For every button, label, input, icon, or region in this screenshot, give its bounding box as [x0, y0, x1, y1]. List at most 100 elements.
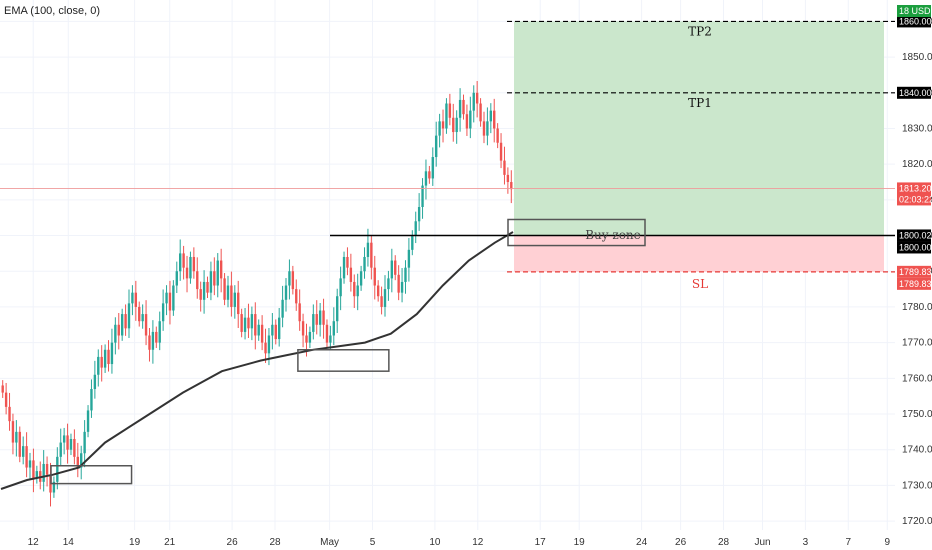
candle-body [138, 306, 141, 322]
candle-body [83, 431, 86, 454]
candle-body [131, 292, 134, 304]
price-axis[interactable]: 1720.000 1730.000 1740.000 1750.000 1760.000… [897, 5, 932, 527]
candle-body [216, 260, 219, 286]
candle-body [486, 121, 489, 136]
time-tick-label: 14 [63, 537, 75, 548]
candle-body [407, 249, 411, 268]
candle-body [404, 267, 407, 282]
sl-price-tag-2: 1789.833 [899, 279, 932, 289]
candle-body [312, 314, 315, 332]
candle-body [277, 317, 281, 340]
candle-body [452, 117, 455, 133]
candle-body [1, 385, 4, 393]
time-tick-label: 24 [636, 537, 648, 548]
candle-body [219, 260, 223, 279]
buy-zone-label: Buy zone [585, 228, 641, 242]
consolidation-box [50, 465, 133, 485]
price-tick-label: 1820.000 [902, 159, 932, 170]
candle-body [308, 331, 312, 343]
candle-body [199, 289, 202, 300]
candle-body [59, 442, 62, 457]
candle-body [182, 253, 185, 268]
time-tick-label: 26 [675, 537, 687, 548]
candle-body [8, 406, 11, 422]
candle-body [298, 303, 301, 322]
candle-body [458, 99, 462, 118]
candle-body [213, 271, 216, 286]
candle-body [18, 431, 21, 457]
candle-body [257, 324, 260, 336]
time-tick-label: Jun [754, 537, 770, 548]
time-tick-label: 7 [846, 537, 852, 548]
candle-body [428, 171, 431, 179]
candle-body [376, 285, 380, 297]
candle-body [66, 435, 69, 450]
candle-body [86, 410, 90, 432]
candle-body [417, 207, 421, 222]
time-tick-label: 12 [472, 537, 484, 548]
candle-body [295, 289, 298, 304]
candle-body [32, 460, 35, 479]
candle-body [383, 289, 387, 307]
candle-body [445, 103, 448, 129]
candle-body [25, 446, 28, 468]
tp2-price-tag: 1860.000 [899, 16, 932, 26]
ema-series-line [0, 231, 514, 490]
candle-body [496, 128, 499, 143]
candle-body [489, 110, 493, 122]
candle-body [260, 324, 264, 343]
candle-body [175, 271, 178, 286]
candle-body [359, 271, 363, 286]
tp1-label: TP1 [688, 96, 712, 110]
candle-body [230, 285, 233, 307]
price-tick-label: 1770.000 [902, 338, 932, 349]
candle-body [185, 267, 189, 279]
sl-zone [514, 235, 884, 272]
time-tick-label: 5 [370, 537, 376, 548]
candle-body [97, 356, 100, 375]
candle-body [291, 271, 295, 290]
candle-body [499, 142, 503, 161]
candle-body [196, 271, 199, 290]
ema-line [0, 231, 514, 490]
time-tick-label: 3 [803, 537, 809, 548]
candle-body [479, 103, 482, 122]
countdown-tag-bg [897, 193, 931, 206]
buy-price-tag-bg [897, 241, 931, 254]
time-tick-label: 28 [718, 537, 730, 548]
zones [514, 21, 884, 272]
candle-body [192, 256, 196, 272]
time-axis[interactable]: 12 14 19 21 26 28 May 5 10 12 17 19 24 26 28 Jun 3 7 9 [28, 537, 891, 548]
candle-body [165, 292, 168, 304]
candle-body [503, 160, 506, 175]
candle-body [411, 235, 414, 250]
time-tick-label: May [320, 537, 339, 548]
candle-body [346, 256, 349, 268]
entry-price-tag-bg [897, 229, 931, 242]
candle-body [274, 324, 277, 340]
candle-body [431, 157, 434, 179]
candle-body [189, 256, 192, 279]
candle-body [148, 335, 151, 350]
candle-body [80, 453, 83, 468]
candle-body [141, 314, 144, 322]
candle-body [45, 463, 49, 475]
candle-body [243, 317, 247, 332]
candle-body [114, 324, 117, 343]
candle-body [493, 110, 496, 129]
candle-body [510, 182, 513, 190]
candle-body [373, 267, 376, 286]
tp2-price-tag-bg [897, 15, 931, 28]
candle-body [387, 278, 390, 290]
consolidation-box [297, 349, 390, 372]
sl-price-tag-1: 1789.833 [899, 267, 932, 277]
candle-body [124, 314, 127, 329]
indicator-legend[interactable]: EMA (100, close, 0) [4, 5, 100, 17]
candle-body [482, 121, 486, 136]
candle-body [56, 456, 59, 482]
price-tick-label: 1760.000 [902, 373, 932, 384]
candle-body [76, 456, 79, 468]
buy-price-tag: 1800.000 [899, 242, 932, 252]
